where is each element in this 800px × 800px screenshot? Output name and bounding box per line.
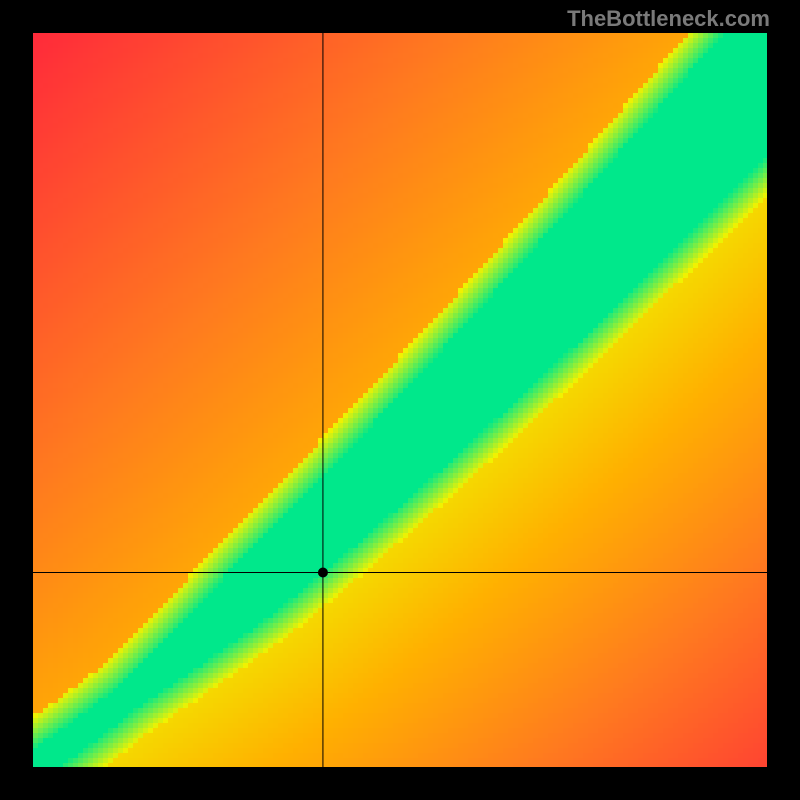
watermark-text: TheBottleneck.com xyxy=(567,6,770,32)
bottleneck-heatmap xyxy=(0,0,800,800)
chart-container: TheBottleneck.com xyxy=(0,0,800,800)
